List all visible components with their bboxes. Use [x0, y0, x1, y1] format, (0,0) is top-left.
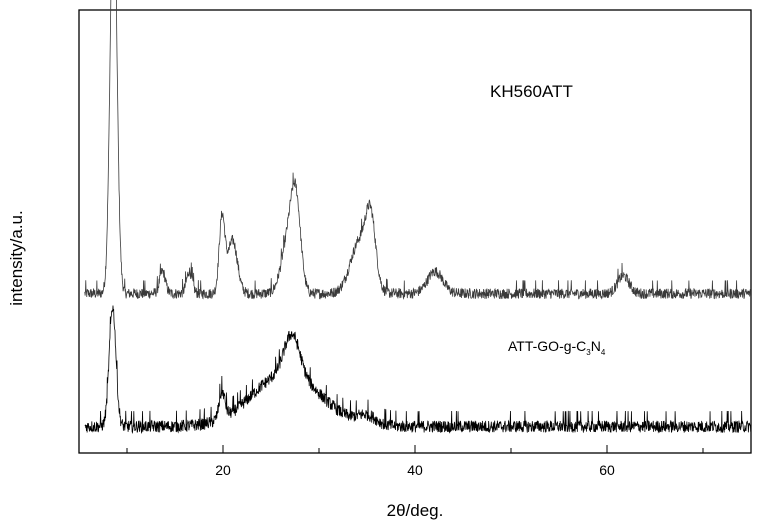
series-label-att-go-g-c3n4: ATT-GO-g-C3N4 — [508, 338, 606, 357]
series-label-part-n: N — [591, 338, 601, 354]
x-tick-label-60: 60 — [599, 462, 615, 478]
series-label-part-1: ATT-GO-g-C — [508, 338, 586, 354]
plot-frame — [79, 10, 751, 453]
series-layer — [85, 0, 751, 433]
x-tick-label-40: 40 — [407, 462, 423, 478]
series-label-sub-4: 4 — [601, 348, 606, 357]
series-line-kh560att — [85, 0, 751, 299]
y-axis-title: intensity/a.u. — [7, 210, 26, 305]
x-axis-title: 2θ/deg. — [387, 501, 444, 520]
series-line-att-go-g-c3n4 — [85, 306, 751, 433]
series-label-kh560att: KH560ATT — [490, 82, 573, 101]
x-axis-ticks: 20 40 60 — [127, 445, 703, 478]
x-tick-label-20: 20 — [215, 462, 231, 478]
